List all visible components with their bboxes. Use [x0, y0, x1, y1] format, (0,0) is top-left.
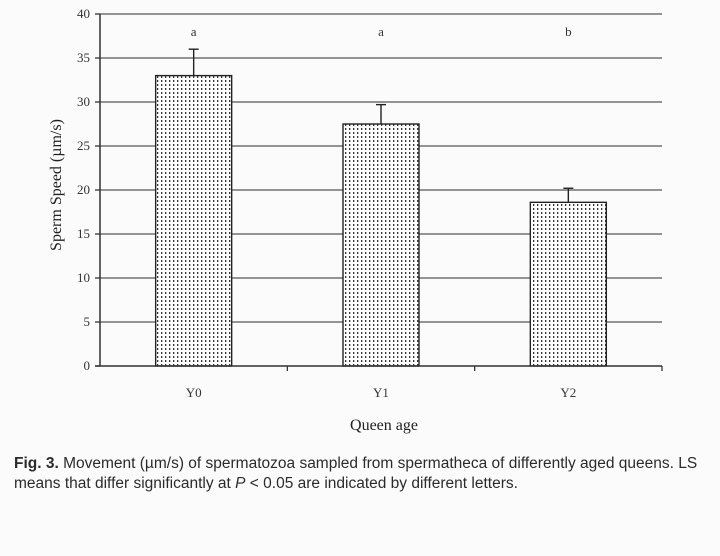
axes	[95, 13, 663, 371]
figure-label: Fig. 3.	[14, 455, 59, 472]
y-tick-label: 25	[77, 138, 90, 153]
y-tick-label: 20	[77, 182, 90, 197]
x-tick-label: Y2	[560, 385, 576, 400]
bars	[154, 48, 608, 367]
caption-text-1: Movement (µm/s) of spermatozoa sampled f…	[14, 455, 698, 492]
bar-chart: 0 5 10 15 20 25 30 35 40 a Y0 a Y1 b Y2 Queen age Sperm …	[48, 6, 663, 434]
caption-p-symbol: P	[235, 475, 246, 492]
x-tick-label: Y0	[186, 385, 202, 400]
y-tick-label: 0	[84, 358, 91, 373]
figure-caption: Fig. 3. Movement (µm/s) of spermatozoa s…	[14, 454, 704, 494]
y-tick-label: 15	[77, 226, 90, 241]
x-axis-label: Queen age	[350, 417, 418, 434]
bar-y0	[154, 74, 233, 367]
y-tick-label: 5	[84, 314, 91, 329]
caption-text-2: < 0.05 are indicated by different letter…	[245, 475, 518, 492]
bar-y1	[342, 123, 420, 367]
y-axis-label: Sperm Speed (µm/s)	[48, 119, 65, 251]
x-tick-label: Y1	[373, 385, 389, 400]
y-tick-label: 35	[77, 50, 90, 65]
y-tick-label: 40	[77, 6, 90, 21]
labels: 0 5 10 15 20 25 30 35 40 a Y0 a Y1 b Y2 Queen age Sperm …	[48, 6, 576, 434]
bar-y2	[529, 201, 608, 367]
y-tick-label: 30	[77, 94, 90, 109]
significance-letter: b	[565, 24, 572, 39]
y-tick-label: 10	[77, 270, 90, 285]
significance-letter: a	[378, 24, 384, 39]
significance-letter: a	[191, 24, 197, 39]
